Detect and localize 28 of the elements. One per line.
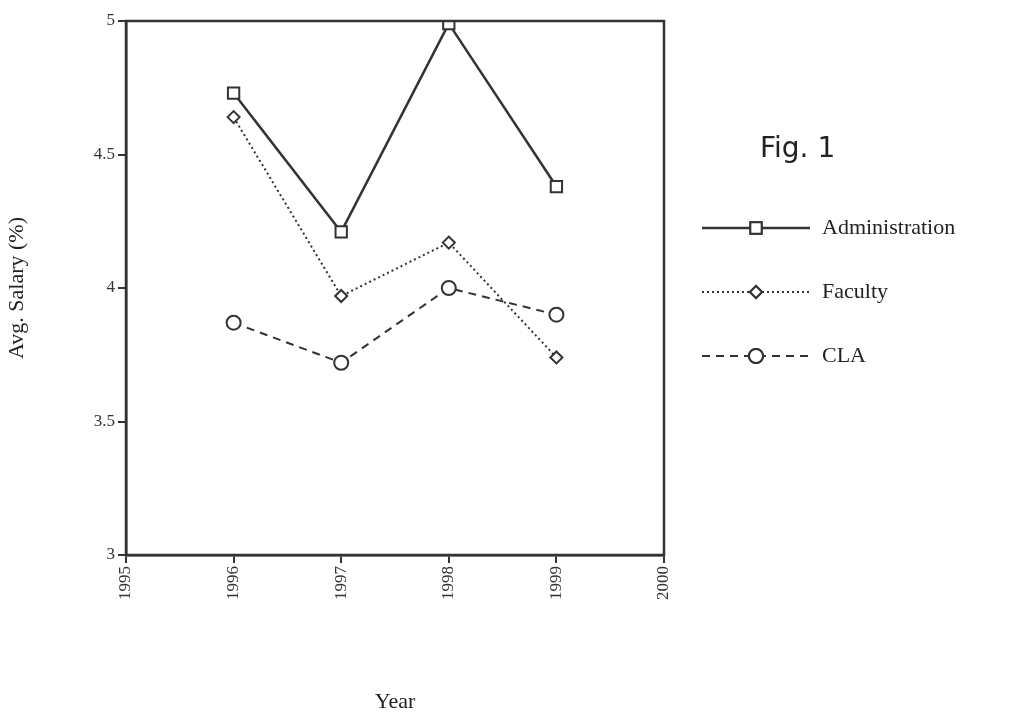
point	[333, 354, 350, 371]
legend-label: Administration	[822, 213, 956, 239]
y-tick-label: 5	[106, 10, 115, 30]
point	[226, 86, 241, 100]
y-tick-label: 4.5	[93, 143, 115, 163]
y-tick-label: 3	[106, 544, 115, 564]
x-tick-label: 1999	[545, 566, 565, 600]
x-tick-label: 1997	[330, 565, 350, 600]
x-axis-title: Year	[374, 687, 416, 713]
x-tick-label: 2000	[653, 566, 673, 600]
legend-label: Faculty	[822, 277, 888, 303]
point	[225, 314, 242, 331]
point	[548, 306, 565, 323]
text: Fig. 1	[760, 131, 836, 165]
x-tick-label: 1995	[115, 566, 135, 600]
x-tick-label: 1996	[223, 566, 243, 600]
point	[549, 350, 564, 365]
point	[549, 179, 564, 194]
point	[226, 110, 241, 125]
x-tick-label: 1998	[438, 566, 458, 600]
y-tick-label: 3.5	[93, 410, 115, 430]
point	[334, 289, 349, 304]
point	[441, 235, 456, 250]
point	[334, 225, 348, 239]
point	[440, 280, 457, 296]
legend-label: CLA	[822, 341, 867, 367]
y-tick-label: 4	[106, 277, 116, 297]
y-axis-title: Avg. Salary (%)	[2, 217, 28, 359]
